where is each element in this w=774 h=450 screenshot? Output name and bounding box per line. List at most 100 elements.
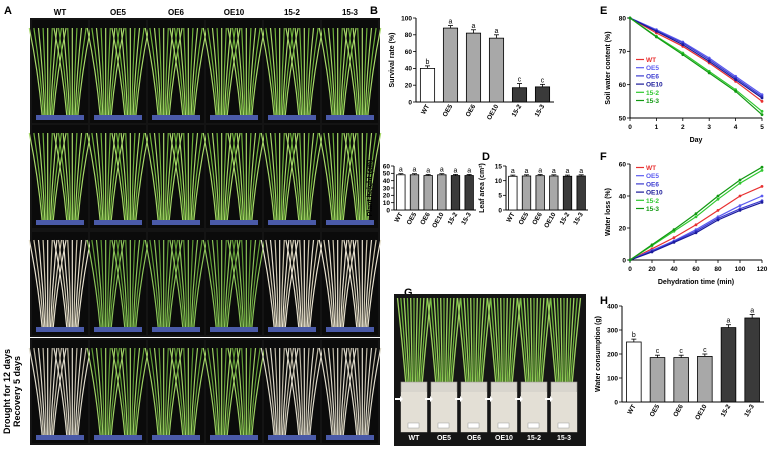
photo-a-plant-blade: [132, 27, 141, 116]
photo-a-plant-blade: [190, 239, 199, 328]
photo-a-plant-blade: [363, 132, 368, 221]
photo-a-plant-blade: [183, 239, 188, 328]
photo-g-plant-blade: [486, 297, 497, 386]
photo-g-plant-blade: [448, 297, 455, 386]
photo-a-plant-blade: [48, 239, 53, 328]
y-tick-label: 0: [386, 207, 390, 214]
photo-a-plant-blade: [338, 132, 343, 221]
photo-a-pot: [268, 435, 316, 440]
y-axis-label: Soil water content (%): [605, 31, 612, 104]
photo-a-plant-blade: [285, 132, 300, 221]
data-point: [716, 197, 720, 201]
photo-a-plant-blade: [153, 347, 162, 436]
bar: [396, 174, 406, 211]
bar: [673, 357, 689, 403]
chart-d-leaf-area: 0 5 10 15 Leaf area (cm²) a WT a OE5 a OE6 a OE10 a 15…: [479, 163, 588, 229]
photo-a-plant-blade: [132, 132, 141, 221]
photo-a-row-label-line: Drought for 12 days: [2, 349, 12, 434]
photo-g-plant-blade: [560, 297, 564, 386]
significance-letter: a: [495, 28, 499, 35]
photo-a-plant-blade: [227, 132, 242, 221]
photo-a-pot: [36, 327, 84, 332]
photo-a-plant-blade: [299, 347, 304, 436]
significance-letter: a: [525, 168, 529, 175]
photo-g-plant-blade: [430, 297, 439, 386]
photo-g-plant-blade: [566, 297, 572, 386]
photo-a-plant-blade: [42, 347, 47, 436]
photo-a-plant-blade: [37, 132, 46, 221]
photo-g-plant-blade: [523, 297, 530, 386]
photo-a-plant-blade: [57, 347, 69, 436]
photo-g-plant-blade: [536, 297, 542, 386]
photo-a-plant-blade: [144, 347, 159, 436]
x-tick-label: 1: [655, 124, 659, 131]
photo-a-plant-blade: [74, 132, 83, 221]
photo-a-pot: [268, 220, 316, 225]
x-tick-label: 15-2: [559, 211, 572, 226]
bar: [464, 175, 474, 211]
arrow-icon: [485, 396, 493, 402]
y-tick-label: 0: [408, 99, 412, 106]
data-point: [655, 29, 658, 33]
photo-g-plant-blade: [479, 297, 488, 386]
y-tick-label: 300: [607, 327, 618, 334]
photo-a-plant-blade: [73, 132, 78, 221]
photo-a-row-label-line: Recovery 5 days: [12, 356, 22, 427]
bar: [508, 175, 518, 211]
photo-a-plant-blade: [106, 239, 111, 328]
arrow-icon: [395, 396, 403, 402]
photo-a-plant-blade: [269, 27, 278, 116]
photo-a-plant-blade: [42, 239, 47, 328]
x-tick-label: OE5: [442, 103, 455, 118]
photo-g-plant-blade: [550, 297, 559, 386]
bar: [423, 175, 433, 211]
photo-a-plant-blade: [222, 27, 227, 116]
photo-g-plant-blade: [403, 297, 410, 386]
panel-label-g: G: [404, 287, 413, 299]
photo-a-plant-blade: [158, 347, 163, 436]
photo-a-plant-blade: [183, 27, 188, 116]
photo-a-plant-blade: [164, 347, 169, 436]
photo-a-plant-blade: [227, 347, 242, 436]
photo-a-plant-blade: [169, 347, 184, 436]
photo-a-pot: [326, 327, 374, 332]
photo-a-plant-blade: [249, 239, 261, 328]
significance-letter: a: [750, 307, 754, 314]
photo-a-plant-blade: [100, 347, 105, 436]
significance-letter: a: [399, 167, 403, 174]
data-point: [760, 99, 764, 103]
data-point: [681, 43, 685, 47]
photo-g-pot-tag: [527, 422, 540, 429]
photo-g-plant-blade: [400, 297, 409, 386]
significance-letter: a: [440, 167, 444, 174]
photo-a-plant-blade: [115, 239, 127, 328]
photo-a-plant-blade: [202, 239, 217, 328]
photo-a-plant-blade: [247, 27, 252, 116]
photo-a-plant-blade: [164, 27, 169, 116]
photo-a-plant-blade: [299, 239, 304, 328]
photo-g-plant-blade: [460, 297, 469, 386]
photo-a-plant-blade: [347, 347, 359, 436]
photo-a-plant-blade: [338, 27, 343, 116]
photo-a-plant-blade: [280, 347, 285, 436]
y-tick-label: 10: [383, 200, 391, 207]
series-line: [629, 17, 763, 99]
x-tick-label: 3: [707, 124, 711, 131]
x-tick-label: 15-2: [720, 403, 733, 418]
y-tick-label: 50: [383, 171, 391, 178]
photo-g-genotype-label: OE6: [467, 435, 481, 442]
photo-a-plant-blade: [189, 239, 194, 328]
photo-a-plant-blade: [247, 132, 252, 221]
y-tick-label: 200: [607, 351, 618, 358]
y-tick-label: 60: [383, 163, 391, 170]
photo-a-plant-blade: [131, 239, 136, 328]
photo-a-plant-blade: [183, 347, 188, 436]
photo-a-plant-blade: [222, 239, 227, 328]
photo-g-pot-tag: [407, 422, 420, 429]
photo-a-plant-blade: [100, 27, 105, 116]
photo-g-plant-blade: [530, 297, 534, 386]
photo-g-plant-blade: [538, 297, 545, 386]
y-tick-label: 0: [498, 207, 502, 214]
series-line: [629, 17, 763, 116]
